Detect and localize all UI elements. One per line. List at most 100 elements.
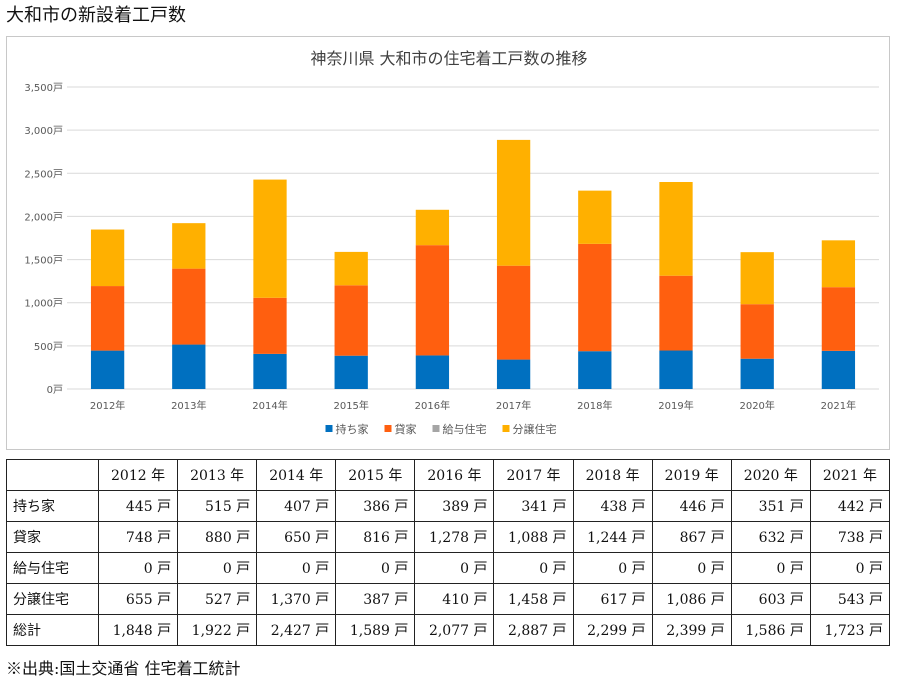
table-cell: 1,088 戸 bbox=[493, 521, 574, 553]
bar-segment bbox=[740, 252, 774, 305]
table-cell: 1,586 戸 bbox=[730, 614, 811, 646]
row-label: 貸家 bbox=[6, 521, 99, 553]
table-cell: 1,278 戸 bbox=[414, 521, 495, 553]
x-tick-label: 2013年 bbox=[171, 399, 206, 412]
row-label: 給与住宅 bbox=[6, 552, 99, 584]
table-cell: 543 戸 bbox=[809, 583, 891, 615]
table-cell: 2,299 戸 bbox=[572, 614, 653, 646]
table-header-cell: 2021 年 bbox=[809, 459, 891, 491]
table-header-cell: 2013 年 bbox=[177, 459, 258, 491]
table-cell: 655 戸 bbox=[97, 583, 179, 615]
bar-segment bbox=[334, 285, 368, 356]
table-cell: 351 戸 bbox=[730, 490, 811, 522]
y-tick-label: 2,000戸 bbox=[24, 211, 63, 223]
table-header-cell: 2016 年 bbox=[414, 459, 495, 491]
bar-segment bbox=[496, 139, 531, 266]
table-cell: 0 戸 bbox=[572, 552, 653, 584]
row-label: 持ち家 bbox=[6, 490, 99, 522]
table-cell: 515 戸 bbox=[177, 490, 258, 522]
table-cell: 1,922 戸 bbox=[177, 614, 258, 646]
table-cell: 748 戸 bbox=[97, 521, 179, 553]
table-cell: 0 戸 bbox=[651, 552, 732, 584]
bar-segment bbox=[172, 223, 206, 269]
bar-segment bbox=[253, 297, 287, 354]
bar-segment bbox=[415, 355, 450, 389]
table-header-cell: 2018 年 bbox=[572, 459, 653, 491]
table-cell: 2,399 戸 bbox=[651, 614, 732, 646]
x-tick-label: 2016年 bbox=[415, 399, 450, 412]
table-cell: 1,848 戸 bbox=[97, 614, 179, 646]
bar-segment bbox=[578, 190, 612, 244]
bar-segment bbox=[172, 344, 206, 389]
table-cell: 386 戸 bbox=[335, 490, 416, 522]
table-header-row: 2012 年 2013 年 2014 年 2015 年 2016 年 2017 年 2018… bbox=[6, 459, 891, 491]
table-cell: 1,458 戸 bbox=[493, 583, 574, 615]
legend-label: 分譲住宅 bbox=[513, 422, 557, 436]
table-cell: 0 戸 bbox=[493, 552, 574, 584]
table-cell: 445 戸 bbox=[97, 490, 179, 522]
table-cell: 1,244 戸 bbox=[572, 521, 653, 553]
legend-label: 持ち家 bbox=[336, 422, 369, 436]
table-cell: 2,427 戸 bbox=[256, 614, 337, 646]
table-cell: 1,723 戸 bbox=[809, 614, 891, 646]
table-cell: 2,077 戸 bbox=[414, 614, 495, 646]
bar-segment bbox=[496, 359, 531, 389]
bar-segment bbox=[90, 286, 125, 351]
y-tick-label: 3,500戸 bbox=[24, 82, 63, 94]
table-cell: 442 戸 bbox=[809, 490, 891, 522]
data-table: 2012 年 2013 年 2014 年 2015 年 2016 年 2017 年 2018… bbox=[6, 459, 891, 646]
x-tick-label: 2015年 bbox=[333, 399, 368, 412]
table-header-cell: 2012 年 bbox=[97, 459, 179, 491]
legend-label: 給与住宅 bbox=[443, 422, 487, 436]
table-row: 総計 1,848 戸 1,922 戸 2,427 戸 1,589 戸 2,077 戸 2,8… bbox=[6, 614, 891, 646]
bar-segment bbox=[334, 355, 368, 389]
table-header-cell: 2015 年 bbox=[335, 459, 416, 491]
y-tick-label: 0戸 bbox=[47, 384, 63, 396]
table-cell: 0 戸 bbox=[97, 552, 179, 584]
y-tick-label: 1,500戸 bbox=[24, 255, 63, 267]
y-tick-label: 2,500戸 bbox=[24, 168, 63, 180]
table-cell: 650 戸 bbox=[256, 521, 337, 553]
table-cell: 1,086 戸 bbox=[651, 583, 732, 615]
table-cell: 0 戸 bbox=[414, 552, 495, 584]
table-header-cell: 2020 年 bbox=[730, 459, 811, 491]
bar-segment bbox=[415, 209, 450, 246]
legend-swatch bbox=[502, 425, 510, 432]
table-cell: 446 戸 bbox=[651, 490, 732, 522]
table-cell: 0 戸 bbox=[177, 552, 258, 584]
table-header-cell: 2019 年 bbox=[651, 459, 732, 491]
chart-container: 神奈川県 大和市の住宅着工戸数の推移 0戸 500戸 1,000戸 1,500戸 2,00… bbox=[6, 36, 890, 450]
bar-segment bbox=[90, 350, 125, 389]
legend-label: 貸家 bbox=[395, 422, 417, 436]
x-tick-label: 2019年 bbox=[658, 399, 693, 412]
bar-segment bbox=[90, 229, 125, 287]
page-title: 大和市の新設着工戸数 bbox=[6, 5, 186, 26]
table-cell: 0 戸 bbox=[809, 552, 891, 584]
table-row: 分譲住宅 655 戸 527 戸 1,370 戸 387 戸 410 戸 1,458 戸 61… bbox=[6, 583, 891, 615]
x-tick-label: 2017年 bbox=[496, 399, 531, 412]
table-row: 貸家 748 戸 880 戸 650 戸 816 戸 1,278 戸 1,088 戸 1,24… bbox=[6, 521, 891, 553]
chart-title: 神奈川県 大和市の住宅着工戸数の推移 bbox=[310, 49, 587, 68]
table-row: 持ち家 445 戸 515 戸 407 戸 386 戸 389 戸 341 戸 438 戸 44… bbox=[6, 490, 891, 522]
bar-segment bbox=[740, 304, 774, 359]
legend-swatch bbox=[325, 425, 333, 432]
table-cell: 1,589 戸 bbox=[335, 614, 416, 646]
bar-segment bbox=[172, 268, 206, 345]
table-header-cell: 2014 年 bbox=[256, 459, 337, 491]
bar-segment bbox=[659, 350, 693, 389]
table-cell: 603 戸 bbox=[730, 583, 811, 615]
bar-segment bbox=[821, 240, 856, 288]
table-header-cell bbox=[6, 459, 99, 491]
x-tick-label: 2020年 bbox=[739, 399, 774, 412]
table-cell: 2,887 戸 bbox=[493, 614, 574, 646]
y-tick-label: 3,000戸 bbox=[24, 125, 63, 137]
table-cell: 389 戸 bbox=[414, 490, 495, 522]
bar-segment bbox=[253, 353, 287, 389]
bar-segment bbox=[659, 275, 693, 351]
bar-segment bbox=[821, 350, 856, 389]
x-tick-label: 2014年 bbox=[252, 399, 287, 412]
y-tick-label: 500戸 bbox=[34, 341, 63, 353]
table-cell: 387 戸 bbox=[335, 583, 416, 615]
bar-segment bbox=[821, 287, 856, 351]
